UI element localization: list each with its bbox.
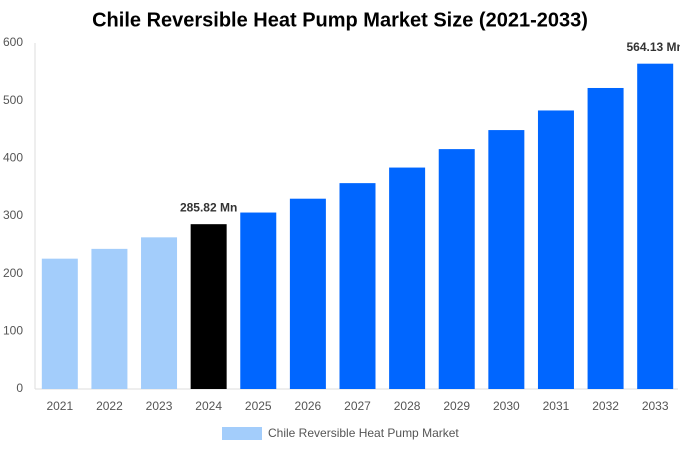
bar (41, 258, 78, 389)
bar (289, 198, 326, 389)
bar (141, 237, 178, 389)
x-tick-label: 2021 (46, 399, 73, 413)
x-tick-label: 2030 (493, 399, 520, 413)
y-tick-label: 200 (3, 266, 23, 280)
legend-swatch (222, 427, 262, 440)
x-tick-label: 2032 (592, 399, 619, 413)
bar (488, 130, 525, 389)
x-tick-label: 2025 (245, 399, 272, 413)
bar (587, 87, 624, 389)
y-tick-label: 600 (3, 35, 23, 49)
bar (537, 110, 574, 389)
y-tick-label: 500 (3, 93, 23, 107)
value-label: 564.13 Mn (627, 40, 680, 54)
bar (240, 212, 277, 389)
bar (389, 167, 426, 389)
y-tick-label: 400 (3, 151, 23, 165)
x-tick-label: 2022 (96, 399, 123, 413)
bar (339, 183, 376, 389)
x-tick-label: 2033 (642, 399, 669, 413)
x-tick-label: 2024 (195, 399, 222, 413)
bar (91, 248, 128, 389)
x-tick-label: 2023 (146, 399, 173, 413)
x-tick-label: 2031 (543, 399, 570, 413)
bar (190, 224, 227, 389)
legend-label: Chile Reversible Heat Pump Market (268, 426, 459, 440)
chart-title: Chile Reversible Heat Pump Market Size (… (92, 9, 588, 31)
x-tick-label: 2026 (295, 399, 322, 413)
bar (637, 63, 674, 390)
y-tick-label: 100 (3, 324, 23, 338)
y-tick-label: 300 (3, 208, 23, 222)
x-tick-label: 2028 (394, 399, 421, 413)
x-tick-label: 2029 (443, 399, 470, 413)
x-tick-label: 2027 (344, 399, 371, 413)
bar (438, 149, 475, 389)
y-tick-label: 0 (16, 381, 23, 395)
value-label: 285.82 Mn (180, 200, 237, 214)
